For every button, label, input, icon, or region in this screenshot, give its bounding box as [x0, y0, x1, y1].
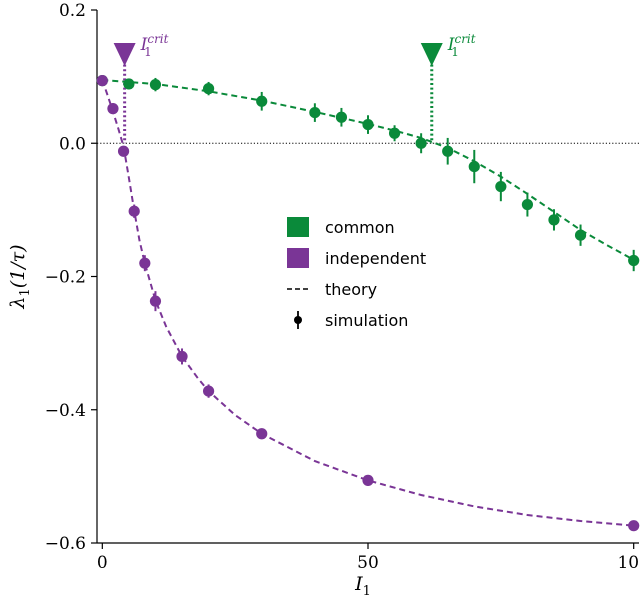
point-independent	[96, 75, 108, 87]
theory-lines	[101, 79, 635, 527]
point-independent	[128, 205, 140, 217]
point-common	[149, 79, 162, 91]
legend-swatch-independent	[287, 248, 309, 268]
y-tick-label: −0.4	[45, 401, 86, 421]
simulation-points	[96, 75, 640, 532]
legend-swatch-simulation-dot	[294, 316, 302, 324]
legend-label-simulation: simulation	[325, 311, 408, 330]
x-tick-label: 0	[97, 553, 108, 573]
theory-line-independent	[101, 79, 634, 527]
point-common	[548, 214, 560, 226]
critical-marker-independent	[113, 43, 136, 66]
point-independent	[107, 103, 119, 115]
y-axis-label: λ1(1/τ)	[7, 244, 33, 309]
x-tick-label: 50	[357, 553, 379, 573]
point-common	[256, 95, 268, 107]
x-axis-label: I1	[354, 573, 371, 599]
critical-marker-common	[420, 43, 443, 66]
y-tick-label: 0.2	[59, 1, 86, 21]
point-independent	[256, 428, 268, 440]
x-tick-label: 100	[617, 553, 640, 573]
legend-label-common: common	[325, 218, 395, 237]
critical-label-independent: Icrit 1	[140, 32, 169, 59]
legend-swatch-common	[287, 217, 309, 237]
point-common	[415, 137, 427, 149]
point-independent	[176, 350, 188, 363]
axes: 0 50 100 0.2 0.0 −0.2 −0.4 −0.6 I1 λ1(1/τ)	[7, 1, 640, 599]
point-common	[521, 198, 534, 211]
point-common	[123, 78, 135, 90]
point-independent	[362, 474, 374, 486]
legend-label-independent: independent	[325, 249, 426, 268]
y-tick-label: −0.6	[45, 534, 86, 554]
point-independent	[117, 145, 130, 157]
point-independent	[139, 257, 151, 269]
critical-label-common: Icrit 1	[447, 32, 476, 59]
point-independent	[202, 385, 215, 397]
point-common	[202, 83, 215, 95]
point-common	[388, 127, 401, 139]
theory-line-common	[102, 79, 635, 261]
y-tick-label: −0.2	[45, 268, 86, 288]
critical-lines	[113, 43, 443, 144]
point-independent	[628, 520, 640, 532]
point-common	[495, 180, 507, 193]
annotations: Icrit 1 Icrit 1	[140, 32, 476, 59]
point-common	[442, 145, 454, 157]
point-common	[362, 118, 374, 131]
point-common	[628, 254, 640, 267]
legend: common independent theory simulation	[287, 217, 426, 330]
point-common	[335, 111, 348, 123]
y-tick-label: 0.0	[59, 134, 86, 154]
point-common	[468, 160, 480, 173]
point-common	[309, 107, 321, 119]
point-common	[574, 229, 587, 241]
legend-label-theory: theory	[325, 280, 377, 299]
point-independent	[149, 295, 162, 307]
